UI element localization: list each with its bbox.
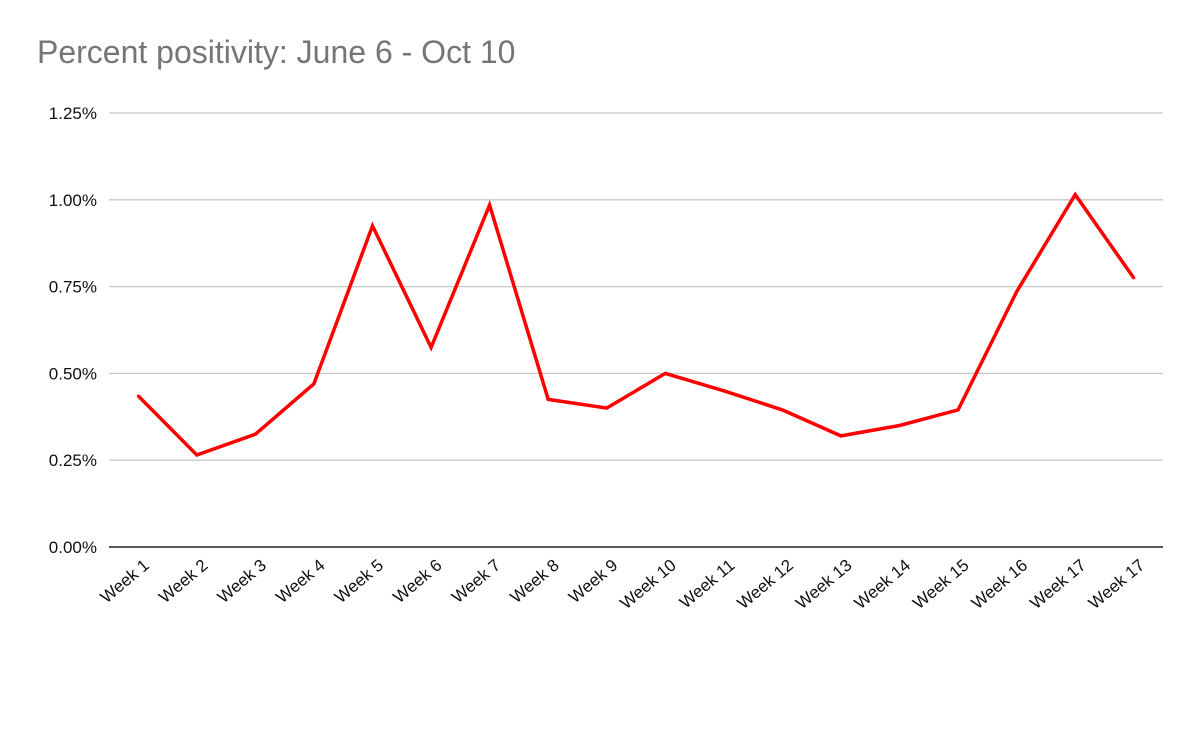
data-point	[1073, 193, 1077, 197]
data-point	[722, 389, 726, 393]
x-tick-label: Week 17	[1026, 556, 1089, 613]
data-point	[195, 453, 199, 457]
data-point	[1015, 290, 1019, 294]
y-axis-tick-labels: 0.00% 0.25% 0.50% 0.75% 1.00% 1.25%	[49, 104, 97, 557]
data-point	[780, 408, 784, 412]
data-point	[546, 397, 550, 401]
x-tick-label: Week 13	[792, 556, 855, 613]
series-line	[137, 191, 1136, 458]
data-point	[605, 406, 609, 410]
y-tick-label: 0.00%	[49, 538, 97, 557]
data-point	[1132, 276, 1136, 280]
x-tick-label: Week 10	[616, 556, 679, 613]
x-tick-label: Week 7	[448, 556, 504, 607]
data-point	[136, 394, 140, 398]
x-tick-label: Week 12	[734, 556, 797, 613]
chart-title: Percent positivity: June 6 - Oct 10	[37, 34, 516, 70]
y-tick-label: 1.00%	[49, 191, 97, 210]
series-layer	[136, 191, 1136, 458]
x-tick-label: Week 17	[1085, 556, 1148, 613]
data-point	[898, 423, 901, 427]
data-point	[663, 371, 667, 375]
x-tick-label: Week 16	[968, 556, 1031, 613]
data-point	[429, 345, 433, 349]
y-tick-label: 0.25%	[49, 451, 97, 470]
y-tick-label: 0.75%	[49, 278, 97, 297]
x-tick-label: Week 15	[909, 556, 972, 613]
x-tick-label: Week 3	[214, 556, 270, 607]
x-tick-label: Week 2	[155, 556, 211, 607]
x-tick-label: Week 14	[851, 556, 914, 613]
x-axis-tick-labels: Week 1 Week 2 Week 3 Week 4 Week 5 Week 6 Week…	[97, 556, 1149, 613]
data-point	[312, 382, 316, 386]
x-tick-label: Week 4	[272, 556, 328, 607]
x-tick-label: Week 1	[97, 556, 153, 607]
y-tick-label: 0.50%	[49, 364, 97, 383]
data-point	[253, 432, 257, 436]
data-point	[956, 408, 960, 412]
grid-lines	[109, 112, 1163, 461]
data-point	[371, 224, 374, 228]
x-tick-label: Week 5	[331, 556, 387, 607]
y-tick-label: 1.25%	[49, 104, 97, 123]
x-tick-label: Week 6	[389, 556, 445, 607]
data-point	[839, 434, 843, 438]
x-tick-label: Week 11	[676, 556, 738, 613]
x-tick-label: Week 9	[565, 556, 621, 607]
x-tick-label: Week 8	[507, 556, 563, 607]
data-point	[488, 203, 492, 207]
